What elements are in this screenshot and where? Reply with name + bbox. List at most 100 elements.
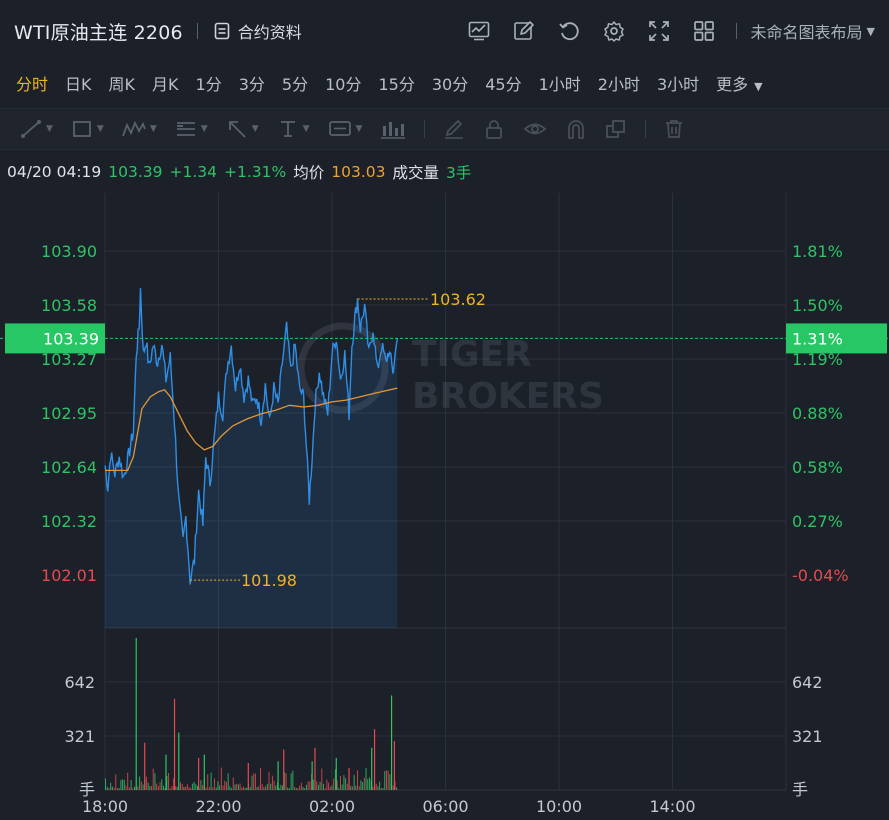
tab-label: 15分 (378, 75, 415, 94)
clone-tool[interactable] (605, 119, 627, 139)
time-tick-label: 14:00 (649, 797, 695, 816)
tab-timeframe[interactable]: 15分 (378, 71, 414, 95)
text-tool[interactable]: ▼ (277, 119, 310, 139)
price-tick-label: 102.64 (41, 458, 97, 477)
tab-timeframe[interactable]: 月K (152, 71, 179, 95)
grid-layout-icon[interactable] (692, 19, 716, 43)
pct-tick-label: -0.04% (792, 566, 849, 585)
trendline-tool[interactable]: ▼ (20, 119, 53, 139)
current-price-label: 103.39 (43, 329, 99, 348)
price-area-fill (105, 288, 398, 628)
lock-icon (486, 120, 503, 139)
average-price-line (105, 387, 398, 472)
tab-label: 30分 (431, 75, 469, 94)
fibonacci-tool[interactable]: ▼ (175, 119, 208, 139)
indicator-chart-icon[interactable] (467, 19, 491, 43)
tab-timeframe[interactable]: 分时 (16, 71, 48, 95)
tab-timeframe[interactable]: 10分 (325, 71, 361, 95)
label-tool[interactable]: ▼ (328, 119, 362, 139)
pct-tick-label: 0.27% (792, 512, 843, 531)
tab-label: 分时 (16, 75, 49, 94)
watermark-text: TIGER (412, 334, 532, 375)
delete-tool[interactable] (664, 119, 684, 139)
tab-label: 1小时 (538, 75, 581, 94)
tab-timeframe[interactable]: 3分 (239, 71, 265, 95)
tab-timeframe[interactable]: 1小时 (539, 71, 581, 95)
price-tick-label: 102.95 (41, 404, 97, 423)
tab-label: 10分 (325, 75, 362, 94)
tab-timeframe[interactable]: 周K (109, 71, 136, 95)
tab-label: 1分 (195, 75, 222, 94)
tab-label: 3小时 (656, 75, 700, 94)
layout-select[interactable]: 未命名图表布局 ▼ (751, 19, 875, 43)
fibonacci-icon (176, 122, 195, 136)
gear-icon[interactable] (602, 19, 626, 43)
undo-icon[interactable] (557, 19, 581, 43)
pattern-tool[interactable]: ▼ (121, 119, 157, 139)
tab-label: 45分 (485, 75, 522, 94)
contract-info-label: 合约资料 (237, 23, 302, 42)
pct-tick-label: 1.81% (792, 242, 843, 261)
brush-tool[interactable] (443, 119, 465, 139)
eye-icon (524, 123, 547, 135)
indicator-tool[interactable] (380, 118, 406, 140)
tab-label: 周K (108, 75, 136, 94)
visibility-tool[interactable] (523, 119, 547, 139)
quote-price: 103.39 (108, 163, 163, 181)
rectangle-tool[interactable]: ▼ (71, 119, 104, 139)
price-tick-label: 103.90 (41, 242, 97, 261)
magnet-tool[interactable] (565, 119, 587, 139)
volume-value: 3手 (446, 164, 472, 182)
tab-label: 更多 (716, 75, 749, 94)
low-label: 101.98 (241, 571, 297, 590)
tab-timeframe[interactable]: 2小时 (598, 71, 640, 95)
volume-label: 成交量 (392, 164, 440, 182)
top-bar: WTI原油主连 2206 合约资料 未命名图表布局 ▼ (0, 0, 889, 62)
avg-value: 103.03 (331, 163, 386, 181)
contract-info-button[interactable]: 合约资料 (214, 19, 302, 43)
instrument-title[interactable]: WTI原油主连 2206 (14, 21, 183, 44)
edit-icon[interactable] (512, 19, 536, 43)
divider (196, 23, 198, 39)
tab-timeframe[interactable]: 5分 (282, 71, 308, 95)
tab-timeframe[interactable]: 3小时 (657, 71, 699, 95)
lock-tool[interactable] (483, 119, 505, 139)
price-tick-label: 102.01 (41, 566, 97, 585)
volume-unit-label: 手 (79, 780, 95, 799)
avg-label: 均价 (293, 164, 325, 182)
divider (735, 23, 737, 39)
quote-change-pct: +1.31% (224, 163, 287, 181)
quote-info-row: 04/20 04:19 103.39 +1.34 +1.31% 均价 103.0… (0, 160, 889, 184)
bar-chart-icon (381, 122, 406, 139)
high-label: 103.62 (430, 290, 486, 309)
trash-icon (666, 120, 683, 138)
pen-icon (445, 120, 464, 139)
fullscreen-icon[interactable] (647, 19, 671, 43)
magnet-icon (568, 120, 585, 139)
time-tick-label: 10:00 (536, 797, 582, 816)
document-icon (214, 22, 230, 40)
layout-label: 未命名图表布局 (750, 23, 863, 42)
tab-timeframe[interactable]: 45分 (485, 71, 521, 95)
text-cursor-icon (280, 121, 295, 137)
tab-label: 日K (65, 75, 92, 94)
tab-more[interactable]: 更多 ▼ (716, 71, 762, 95)
quote-datetime: 04/20 04:19 (7, 163, 102, 181)
tab-timeframe[interactable]: 1分 (196, 71, 222, 95)
drawing-toolbar: ▼ ▼ ▼ ▼ ▼ ▼ ▼ (0, 108, 889, 150)
trendline-icon (21, 120, 41, 138)
pct-tick-label: 0.88% (792, 404, 843, 423)
tab-label: 3分 (238, 75, 265, 94)
timeframe-tabs: 分时 日K 周K 月K 1分 3分 5分 10分 15分 30分 45分 1小时 2小时 3小时 更多 ▼ (0, 64, 889, 102)
pct-tick-label: 1.19% (792, 350, 843, 369)
tab-label: 2小时 (597, 75, 640, 94)
divider (645, 120, 647, 138)
arrow-tool[interactable]: ▼ (226, 119, 259, 139)
volume-tick-label: 642 (64, 673, 95, 692)
time-tick-label: 02:00 (309, 797, 355, 816)
tab-timeframe[interactable]: 30分 (432, 71, 468, 95)
price-tick-label: 102.32 (41, 512, 97, 531)
tab-timeframe[interactable]: 日K (65, 71, 92, 95)
volume-tick-label: 321 (792, 727, 823, 746)
